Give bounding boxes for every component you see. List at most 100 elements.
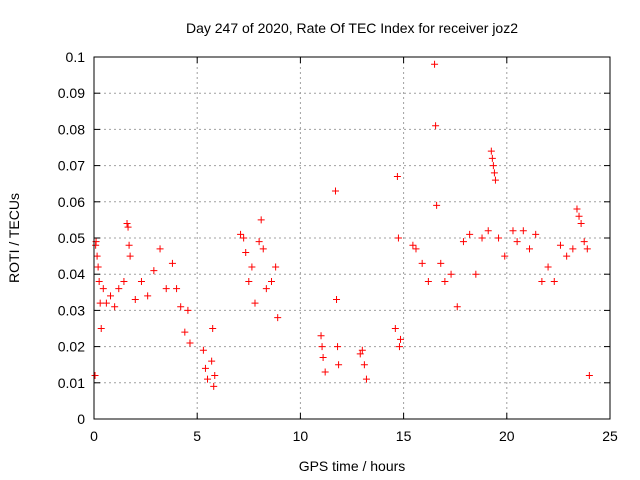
data-point [358,346,366,354]
x-tick-label: 5 [193,428,201,444]
data-point [173,285,181,293]
data-point [532,230,540,238]
data-point [156,245,164,253]
data-point [321,368,329,376]
x-tick-label: 25 [602,428,618,444]
y-tick-label: 0.07 [58,158,85,174]
data-point [93,252,101,260]
data-point [268,277,276,285]
y-tick-label: 0.04 [58,266,85,282]
data-point [251,299,259,307]
data-point [240,234,248,242]
data-point [211,372,219,380]
axis-ticks: 0 5 10 15 20 25 0 0.01 0.02 0.03 0.04 0.05 0.06 0.07 0… [58,49,618,444]
data-point [583,245,591,253]
data-point [177,303,185,311]
data-point [208,357,216,365]
data-point [418,259,426,267]
chart-title: Day 247 of 2020, Rate Of TEC Index for r… [186,20,518,36]
data-point [144,292,152,300]
data-point [94,263,102,271]
data-point [237,230,245,238]
data-point [478,234,486,242]
data-point [459,238,467,246]
data-point [168,259,176,267]
data-point [255,238,263,246]
data-point [162,285,170,293]
data-point [394,234,402,242]
data-point [431,60,439,68]
y-tick-label: 0.03 [58,302,85,318]
data-point [393,172,401,180]
data-point [319,353,327,361]
data-point [550,277,558,285]
data-point [513,238,521,246]
y-tick-label: 0.05 [58,230,85,246]
y-tick-label: 0.02 [58,339,85,355]
data-point [585,372,593,380]
data-point [123,220,131,228]
y-axis-label: ROTI / TECUs [6,193,22,283]
data-point [184,306,192,314]
data-point [489,162,497,170]
x-tick-label: 0 [90,428,98,444]
data-point [488,154,496,162]
data-point [487,147,495,155]
data-point [209,325,217,332]
data-point [115,285,123,293]
data-point [424,277,432,285]
data-point [466,230,474,238]
data-point [99,285,107,293]
data-point [125,241,133,249]
data-point [501,252,509,260]
data-point [491,176,499,184]
x-tick-label: 15 [396,428,412,444]
data-point [96,299,104,307]
data-point [95,277,103,285]
data-point [580,238,588,246]
data-point [199,346,207,354]
plot-frame [93,56,611,420]
data-point [245,277,253,285]
data-point [360,361,368,369]
data-point [526,245,534,253]
data-point [137,277,145,285]
data-point [107,292,115,300]
data-point [150,267,158,275]
data-point [412,245,420,253]
data-point [519,227,527,235]
data-point [356,350,364,358]
data-point [484,227,492,235]
data-point [575,212,583,220]
data-points [91,60,593,390]
data-point [432,122,440,130]
y-tick-label: 0.08 [58,121,85,137]
data-point [391,325,399,332]
data-point [257,216,265,224]
data-point [317,332,325,340]
data-point [333,296,341,304]
data-point [131,296,139,304]
data-point [91,372,99,380]
y-tick-label: 0.1 [66,49,86,65]
data-point [259,245,267,253]
data-point [447,270,455,278]
data-point [274,314,282,322]
data-point [120,277,128,285]
y-tick-label: 0.06 [58,194,85,210]
data-point [490,169,498,177]
data-point [126,252,134,260]
data-point [262,285,270,293]
data-point [556,241,564,249]
data-point [544,263,552,271]
x-tick-label: 20 [499,428,515,444]
data-point [563,252,571,260]
x-tick-label: 10 [293,428,309,444]
data-point [201,364,209,372]
data-point [97,325,105,332]
data-point [569,245,577,253]
data-point [272,263,280,271]
data-point [210,382,218,390]
data-point [318,343,326,351]
